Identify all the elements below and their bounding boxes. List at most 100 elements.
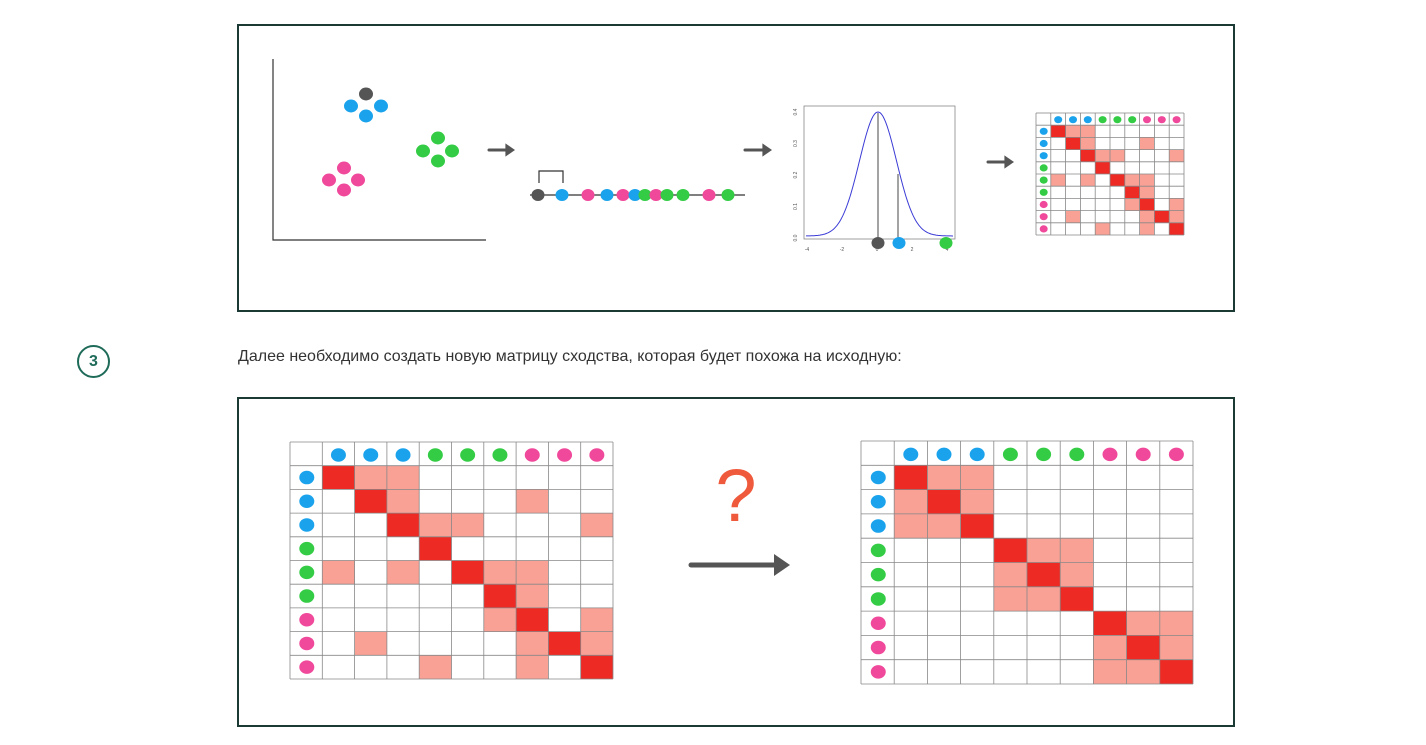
pink-point [649,189,663,201]
matrix-cell [1110,149,1125,162]
row-header-point [299,518,315,532]
matrix-cell [548,655,581,679]
matrix-cell [322,631,355,656]
matrix-cell [1154,198,1170,211]
matrix-cell [580,489,613,514]
matrix-cell [894,489,928,514]
matrix-cell [1124,125,1140,138]
matrix-cell [1124,198,1140,211]
matrix-cell [1169,222,1184,235]
matrix-cell [894,659,928,684]
y-tick-label: 0.0 [793,234,799,241]
matrix-cell [1139,186,1155,199]
matrix-cell [1080,174,1096,187]
matrix-cell [1139,210,1155,223]
gray-point [531,189,545,201]
matrix-cell [386,465,420,490]
row-header-point [299,613,315,627]
matrix-cell [548,607,581,632]
matrix-cell [1126,489,1160,514]
question-mark: ? [715,454,756,537]
y-tick-label: 0.4 [793,108,799,115]
matrix-cell [516,465,549,490]
matrix-cell [580,536,613,561]
matrix-cell [580,655,613,679]
matrix-cell [1154,125,1170,138]
matrix-cell [580,584,613,608]
matrix-cell [451,536,484,561]
matrix-cell [1126,465,1160,490]
matrix-cell [1154,210,1170,223]
matrix-cell [1080,149,1096,162]
matrix-cell [1139,174,1155,187]
matrix-cell [386,560,420,585]
matrix-cell [927,635,961,660]
arrow-head [505,143,515,157]
matrix-cell [322,655,355,679]
matrix-cell [322,513,355,537]
matrix-cell [1159,586,1193,612]
matrix-cell [354,513,387,537]
matrix-cell [451,489,484,514]
column-header-point [492,448,508,462]
pink-point [322,173,336,187]
column-header-point [1069,116,1077,124]
arrow-1 [487,143,515,157]
matrix-cell [1159,465,1193,490]
row-header-point [1039,152,1048,160]
matrix-cell [1060,489,1094,514]
matrix-cell [1027,659,1061,684]
matrix-cell [1093,586,1127,612]
matrix-cell [354,536,387,561]
matrix-cell [1126,513,1160,539]
matrix-cell [580,607,613,632]
matrix-cell [1126,611,1160,636]
matrix-cell [960,538,994,563]
matrix-cell [1159,562,1193,587]
matrix-cell [1154,161,1170,174]
matrix-cell [1095,161,1110,174]
matrix-cell [960,489,994,514]
matrix-cell [1080,125,1096,138]
matrix-cell [1110,186,1125,199]
blue-point [344,99,358,113]
matrix-cell [1050,125,1066,138]
column-header-point [395,448,411,462]
matrix-cell [927,659,961,684]
matrix-cell [548,489,581,514]
matrix-cell [993,489,1027,514]
column-header-point [1002,447,1018,462]
matrix-cell [451,655,484,679]
matrix-cell [1080,198,1096,211]
y-tick-label: 0.3 [793,140,799,147]
matrix-cell [548,560,581,585]
matrix-cell [1080,210,1096,223]
matrix-cell [1065,186,1081,199]
blue-point [374,99,388,113]
matrix-cell [1027,611,1061,636]
matrix-cell [993,635,1027,660]
matrix-cell [1060,659,1094,684]
matrix-cell [1126,538,1160,563]
matrix-cell [1139,161,1155,174]
matrix-cell [419,489,452,514]
x-tick-label: -2 [840,247,845,253]
matrix-cell [322,607,355,632]
matrix-cell [1159,513,1193,539]
plot-frame [803,105,956,240]
matrix-cell [1124,186,1140,199]
matrix-cell [1027,513,1061,539]
matrix-cell [451,513,484,537]
matrix-cell [1027,465,1061,490]
matrix-cell [1124,222,1140,235]
matrix-cell [1169,137,1184,150]
matrix-cell [1154,186,1170,199]
column-header-point [557,448,573,462]
matrix-cell [419,465,452,490]
matrix-cell [1095,149,1110,162]
matrix-cell [894,611,928,636]
matrix-cell [1093,513,1127,539]
matrix-cell [1050,198,1066,211]
matrix-cell [894,562,928,587]
matrix-cell [894,635,928,660]
